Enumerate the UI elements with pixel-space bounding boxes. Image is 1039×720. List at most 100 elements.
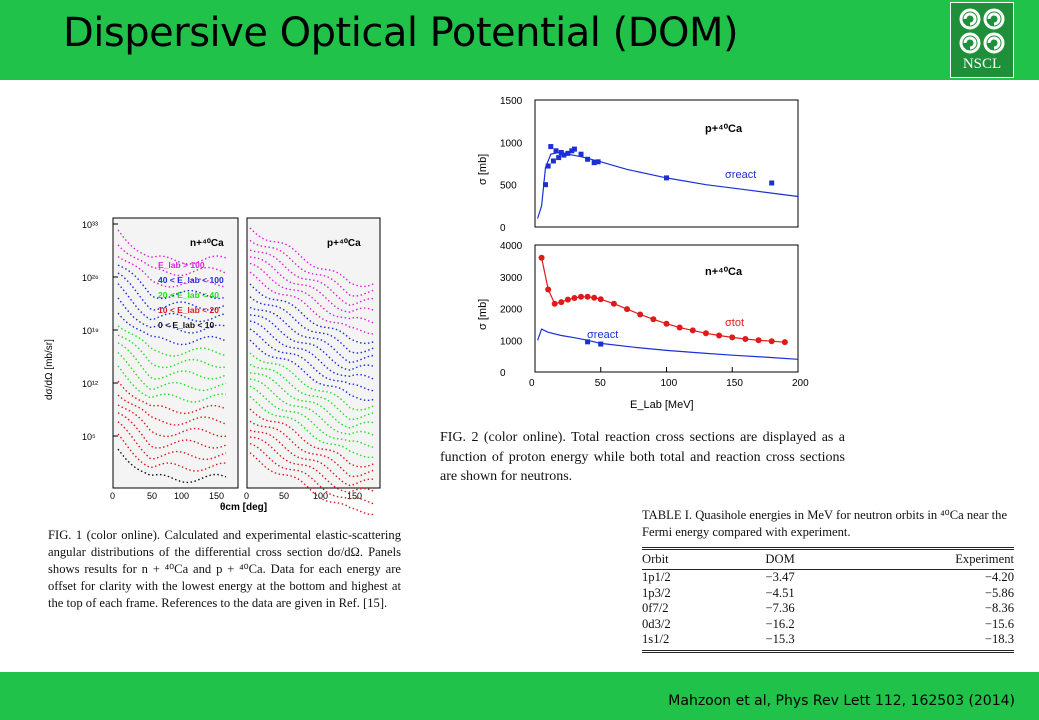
footer-bar [0,672,1039,720]
fig2-bottom-series-point [545,286,552,293]
fig2-bottom-series-point [729,334,736,341]
fig1-x-tick-label: 150 [347,491,362,501]
fig2-tot-label: σtot [725,317,744,329]
fig1-legend-item: 0 < E_lab < 10 [158,320,215,330]
fig2-x-label: E_Lab [MeV] [630,399,694,411]
fig2-top-series-point [591,160,597,166]
fig2-bottom-react-label: σreact [587,329,618,341]
fig1-right-angular-distribution-curve [249,372,375,429]
fig2-bottom-frame [534,244,799,373]
table-cell-orbit: 0d3/2 [642,616,671,631]
fig2-x-tick-label: 50 [595,378,607,389]
fig2-bottom-panel-label: n+⁴⁰Ca [705,266,743,278]
fig1-y-tick-label: 10³³ [82,220,98,230]
fig1-right-angular-distribution-curve [249,352,375,411]
fig2-top-series-point [548,144,554,150]
header-bar [0,0,1039,80]
fig2-top-series-point [585,156,591,162]
fig1-right-angular-distribution-curve [249,249,374,307]
fig1-right-angular-distribution-curve [249,328,375,392]
table-header-orbit: Orbit [642,552,669,566]
fig2-top-series-point [595,159,601,165]
fig2-bottom-series-point [571,295,578,302]
table-row: 1s1/2 −15.3 −18.3 [642,632,1014,648]
fig1-right-angular-distribution-curve [249,271,375,335]
fig2-bottom-series-point [578,293,585,300]
table-cell-exp: −15.6 [984,616,1014,631]
fig1-y-axis-label: dσ/dΩ [mb/sr] [44,339,55,400]
fig1-x-tick-label: 50 [147,491,157,501]
fig2-top-series-point [558,149,564,155]
fig2-top-series-point [556,155,562,161]
fig1-x-tick-label: 150 [209,491,224,501]
fig1-x-tick-label: 50 [279,491,289,501]
fig1-right-angular-distribution-curve [249,227,375,288]
table1-grid: Orbit DOM Experiment 1p1/2 −3.47 −4.20 1p3/… [642,547,1014,648]
fig2-x-tick-label: 0 [529,378,535,389]
table-cell-dom: −4.51 [765,585,795,600]
slide-title: Dispersive Optical Potential (DOM) [63,10,739,56]
fig2-top-series-point [565,150,571,156]
fig1-x-tick-label: 100 [313,491,328,501]
fig2-bottom-series-point [637,311,644,318]
fig1-legend-item: 20 < E_lab < 40 [158,290,219,300]
fig2-top-series-point [550,158,556,164]
fig2-top-series-point [543,182,549,188]
fig1-y-tick-label: 10¹⁹ [82,326,99,336]
fig1-right-angular-distribution-curve [249,256,375,313]
fig1-left-angular-distribution-curve [117,404,227,438]
fig1-x-axis-label: θcm [deg] [220,502,267,513]
table1-bottom-rule [642,649,1014,653]
fig2-top-series-point [569,148,575,154]
fig2-top-frame [534,99,799,228]
table-cell-orbit: 1p3/2 [642,585,671,600]
fig1-left-angular-distribution-curve [117,342,227,380]
logo-text: NSCL [962,56,1002,72]
fig1-right-angular-distribution-curve [249,395,375,459]
fig1-left-angular-distribution-curve [117,283,227,323]
fig1-right-angular-distribution-curve [249,429,375,487]
fig2-bottom-y-tick-label: 3000 [500,273,523,284]
fig2-bottom-series-point [676,324,683,331]
fig2-bottom-y-tick-label: 4000 [500,241,523,252]
fig2-caption: FIG. 2 (color online). Total reaction cr… [440,430,845,484]
fig1-legend-item: E_lab > 100 [158,260,205,270]
nscl-logo: NSCL [950,2,1014,78]
fig1-x-tick-label: 0 [244,491,249,501]
table1-caption: TABLE I. Quasihole energies in MeV for n… [642,508,1008,539]
fig2-top-y-label: σ [mb] [477,154,489,185]
fig1-right-angular-distribution-curve [249,385,375,449]
fig1-left-angular-distribution-curve [117,229,227,265]
fig1-left-angular-distribution-curve [117,325,227,357]
fig2-top-y-tick-label: 0 [500,223,506,234]
fig1-right-angular-distribution-curve [249,452,374,516]
fig2-bottom-series-point [591,294,598,301]
fig2-top-series-point [545,163,551,169]
fig2-bottom-series-point [689,327,696,334]
fig2-bottom-y-label: σ [mb] [477,299,489,330]
fig1-left-angular-distribution-curve [117,334,227,369]
fig1-y-tick-label: 10¹² [82,379,98,389]
fig2-bottom-series-point [585,339,591,345]
fig1-left-angular-distribution-curve [117,448,227,484]
table-row: 1p1/2 −3.47 −4.20 [642,570,1014,586]
fig2-bottom-y-tick-label: 0 [500,368,506,379]
fig2-bottom-series-point [663,320,670,327]
fig1-right-angular-distribution-curve [249,314,375,371]
table-cell-orbit: 1p1/2 [642,570,671,584]
fig2-top-series-curve [537,151,799,219]
fig2-bottom-series-point [598,341,604,347]
fig1-right-angular-distribution-curve [249,306,375,364]
fig2-top-y-tick-label: 500 [500,181,517,192]
fig1-right-angular-distribution-curve [249,339,375,402]
fig2-top-panel-label: p+⁴⁰Ca [705,123,743,135]
fig2-bottom-series-point [702,330,709,337]
table-cell-orbit: 1s1/2 [642,632,670,647]
table-cell-orbit: 0f7/2 [642,601,669,616]
fig1-right-angular-distribution-curve [249,283,375,345]
fig2-bottom-series-point [610,300,617,307]
fig2-top-y-tick-label: 1000 [500,138,523,149]
fig2-bottom-series-point [781,339,788,346]
fig1-right-angular-distribution-curve [249,239,375,297]
fig2-bottom-series-point [768,338,775,345]
